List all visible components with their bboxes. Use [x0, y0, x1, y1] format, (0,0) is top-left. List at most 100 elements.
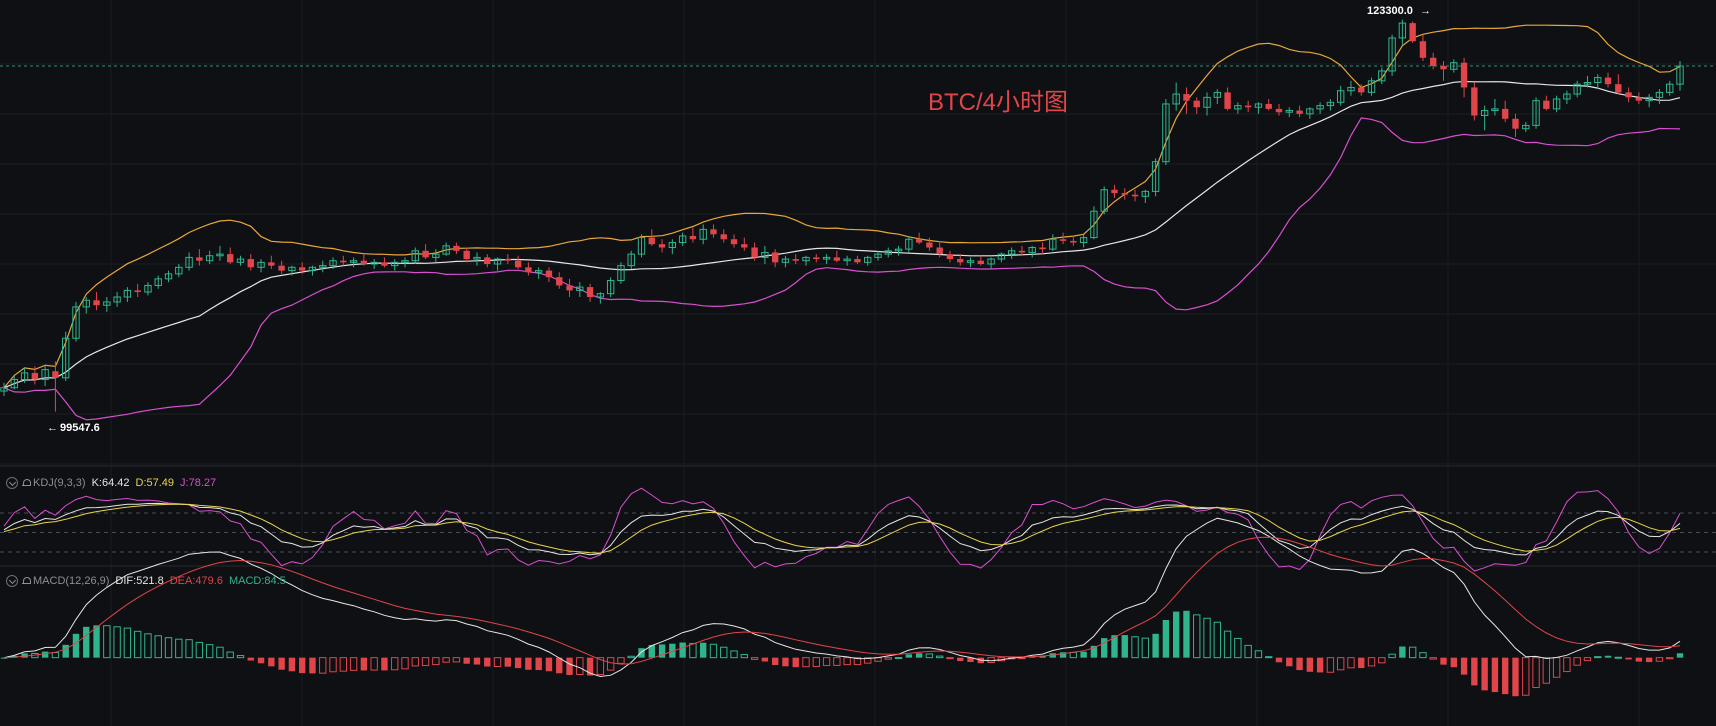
candle-body: [257, 261, 265, 268]
macd-bar: [288, 657, 296, 672]
macd-bar: [1152, 633, 1159, 658]
macd-bar: [1326, 657, 1335, 673]
macd-bar: [750, 657, 759, 660]
macd-bar: [1141, 637, 1150, 659]
candle-body: [1440, 66, 1447, 70]
kdj-label: KDJ(9,3,3): [33, 477, 86, 489]
candle-body: [1162, 103, 1170, 163]
kdj-panel: [0, 487, 1716, 572]
candle-body: [268, 262, 275, 266]
candle-body: [41, 369, 49, 381]
macd-bar: [566, 657, 573, 675]
candle-body: [966, 260, 975, 263]
candle-body: [1378, 70, 1386, 82]
collapse-icon[interactable]: [6, 477, 18, 489]
candle-body: [1398, 22, 1407, 39]
candle-body: [997, 253, 1006, 260]
macd-bar: [185, 639, 193, 659]
macd-bar: [658, 644, 666, 658]
macd-bar: [1039, 655, 1046, 658]
macd-bar: [154, 635, 162, 659]
candle-body: [340, 260, 347, 263]
macd-bar: [1532, 657, 1540, 689]
candle-body: [164, 273, 173, 280]
bell-icon[interactable]: [22, 478, 31, 488]
candle-body: [360, 260, 368, 264]
macd-bar: [401, 657, 409, 670]
macd-bar: [1388, 653, 1396, 659]
candle-body: [1573, 83, 1581, 95]
macd-bar: [905, 654, 913, 658]
macd-dea-line: [3, 536, 1681, 665]
candle-body: [1059, 239, 1067, 241]
candle-body: [1676, 65, 1684, 85]
macd-dif-line: [3, 517, 1681, 678]
candle-body: [154, 278, 162, 286]
candle-body: [792, 259, 799, 261]
candle-body: [833, 257, 841, 261]
candle-body: [1666, 83, 1674, 93]
candle-body: [1388, 37, 1396, 72]
macd-bar: [51, 652, 60, 659]
macd-bar: [730, 650, 738, 659]
candle-body: [1583, 82, 1592, 85]
candle-body: [596, 293, 605, 298]
high-price-arrow: →: [1420, 5, 1431, 17]
candle-body: [1296, 110, 1303, 114]
high-price-label: 123300.0: [1367, 5, 1413, 17]
macd-bar: [21, 653, 28, 658]
candle-body: [1275, 108, 1283, 113]
candle-body: [1100, 189, 1108, 212]
macd-bar: [740, 654, 749, 659]
macd-bar: [41, 651, 49, 658]
candle-body: [432, 253, 440, 258]
candle-body: [504, 259, 512, 261]
macd-bar: [884, 657, 892, 660]
macd-bar: [1645, 657, 1653, 663]
candle-body: [761, 251, 769, 258]
macd-bar: [1183, 610, 1190, 658]
macd-bar: [822, 657, 831, 667]
bell-icon[interactable]: [22, 576, 31, 586]
candle-body: [1336, 90, 1345, 103]
macd-bar: [1542, 657, 1551, 684]
candle-body: [1615, 84, 1622, 93]
macd-bar: [1059, 652, 1067, 658]
kdj-d-line: [3, 503, 1681, 554]
macd-bar: [720, 646, 728, 659]
macd-bar: [1358, 657, 1365, 669]
macd-bar: [596, 657, 605, 676]
macd-bar: [638, 648, 645, 658]
macd-bar: [771, 657, 779, 666]
candle-body: [1018, 250, 1026, 253]
candle-body: [1254, 103, 1263, 108]
macd-bar: [421, 657, 430, 667]
candle-body: [1367, 80, 1376, 93]
macd-bar: [802, 657, 810, 668]
macd-hist-value: MACD:84.5: [228, 575, 286, 587]
macd-bar: [669, 643, 676, 658]
candle-body: [710, 229, 717, 235]
candle-body: [648, 237, 655, 245]
macd-bar: [1419, 652, 1427, 659]
kdj-j-value: J:78.27: [180, 477, 217, 489]
macd-bar: [1234, 637, 1242, 659]
macd-bar: [967, 657, 974, 662]
candle-body: [946, 254, 954, 260]
macd-bar: [957, 657, 964, 662]
candle-body: [453, 245, 460, 251]
boll-lower-line: [3, 117, 1681, 421]
candle-body: [72, 306, 80, 339]
macd-bar: [894, 657, 903, 660]
macd-dif-value: DIF:521.8: [115, 575, 164, 587]
macd-bar: [1265, 656, 1273, 659]
candle-body: [1522, 124, 1530, 130]
macd-bar: [1583, 657, 1592, 662]
macd-bar: [216, 646, 224, 659]
candle-body: [216, 253, 224, 257]
collapse-icon[interactable]: [6, 575, 18, 587]
macd-bar: [278, 657, 285, 670]
candle-body: [381, 262, 388, 266]
macd-bar: [1121, 635, 1128, 658]
